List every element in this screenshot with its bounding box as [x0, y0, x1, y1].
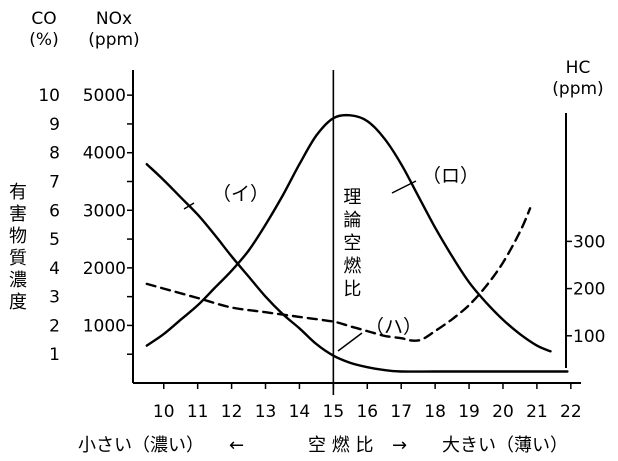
- x-tick-label: 15: [323, 402, 345, 422]
- x-tick-label: 11: [187, 402, 209, 422]
- co-tick-label: 8: [49, 144, 60, 164]
- y-label-char: 害: [9, 204, 27, 225]
- stoichiometric-label-char: 論: [343, 210, 361, 231]
- nox-tick-label: 3000: [83, 201, 126, 221]
- x-label-right: 大きい（薄い）: [442, 435, 568, 456]
- x-tick-label: 13: [255, 402, 277, 422]
- y-label-char: 濃: [9, 270, 27, 291]
- nox-tick-label: 2000: [83, 259, 126, 279]
- co-tick-label: 10: [38, 86, 60, 106]
- nox-axis-header: NOx: [96, 9, 132, 29]
- x-label-arrow-right: →: [392, 435, 407, 456]
- x-tick-label: 22: [560, 402, 582, 422]
- co-tick-label: 6: [49, 201, 60, 221]
- co-tick-label: 4: [49, 259, 60, 279]
- x-tick-label: 20: [492, 402, 514, 422]
- stoichiometric-label-char: 空: [343, 233, 361, 254]
- hc-tick-label: 200: [573, 280, 605, 300]
- co-axis-unit: (%): [29, 30, 58, 50]
- nox-tick-label: 5000: [83, 86, 126, 106]
- co-tick-label: 9: [49, 115, 60, 135]
- x-tick-label: 16: [356, 402, 378, 422]
- x-tick-label: 12: [221, 402, 243, 422]
- series-i-line: [145, 163, 569, 373]
- y-label-char: 質: [9, 248, 27, 269]
- ann-i-leader: [183, 202, 195, 210]
- series-ha-line: [145, 207, 532, 342]
- hc-axis-unit: (ppm): [552, 79, 603, 99]
- x-label-left: 小さい（濃い）: [78, 435, 204, 456]
- stoichiometric-label-char: 燃: [343, 256, 361, 277]
- x-tick-label: 18: [424, 402, 446, 422]
- hc-tick-label: 300: [573, 232, 605, 252]
- hc-tick-label: 100: [573, 327, 605, 347]
- stoichiometric-label-char: 比: [343, 279, 361, 300]
- co-tick-label: 3: [49, 288, 60, 308]
- stoichiometric-label-char: 理: [343, 187, 361, 208]
- y-label-char: 物: [9, 226, 27, 247]
- nox-tick-label: 4000: [83, 144, 126, 164]
- y-label-char: 度: [9, 292, 27, 313]
- co-axis-header: CO: [31, 9, 56, 29]
- co-tick-label: 2: [49, 316, 60, 336]
- x-tick-label: 21: [526, 402, 548, 422]
- ann-ha-leader: [337, 332, 363, 352]
- nox-tick-label: 1000: [83, 316, 126, 336]
- series-ro-line: [145, 113, 552, 353]
- hc-axis-header: HC: [566, 58, 591, 78]
- x-label-arrow-left: ←: [229, 435, 244, 456]
- ann-ro-label: （ロ）: [422, 165, 479, 187]
- ann-ha-label: （ハ）: [365, 316, 422, 338]
- x-tick-label: 17: [390, 402, 412, 422]
- y-label-char: 有: [9, 182, 27, 203]
- co-tick-label: 5: [49, 230, 60, 250]
- nox-axis-unit: (ppm): [88, 30, 139, 50]
- ann-ro-leader: [391, 180, 417, 194]
- x-tick-label: 14: [289, 402, 311, 422]
- co-tick-label: 1: [49, 345, 60, 365]
- ann-i-label: （イ）: [212, 183, 269, 205]
- x-tick-label: 19: [458, 402, 480, 422]
- x-label-center: 空 燃 比: [308, 435, 373, 456]
- x-tick-label: 10: [153, 402, 175, 422]
- co-tick-label: 7: [49, 173, 60, 193]
